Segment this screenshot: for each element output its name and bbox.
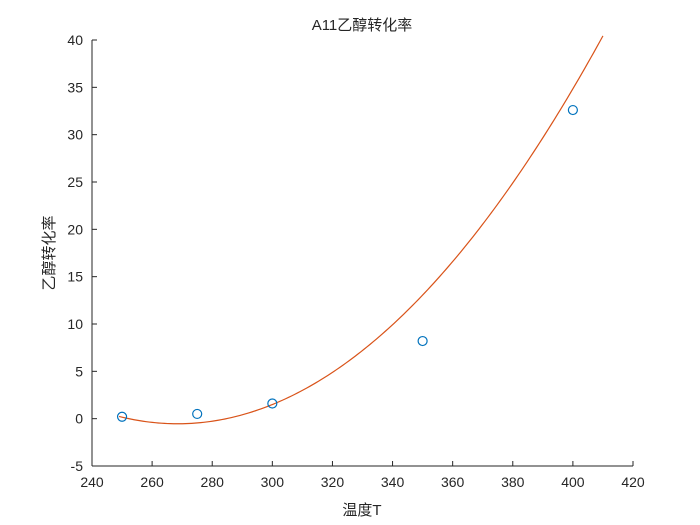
y-tick-label: 5: [75, 363, 83, 379]
x-tick-label: 340: [381, 474, 405, 490]
x-tick-label: 260: [140, 474, 164, 490]
y-tick-label: 15: [67, 269, 83, 285]
x-tick-label: 300: [261, 474, 285, 490]
x-tick-label: 380: [501, 474, 525, 490]
chart-title: A11乙醇转化率: [312, 17, 413, 34]
y-tick-label: -5: [71, 458, 84, 474]
y-tick-label: 0: [75, 411, 83, 427]
y-tick-label: 30: [67, 127, 83, 143]
x-tick-label: 420: [621, 474, 645, 490]
y-tick-label: 25: [67, 174, 83, 190]
x-tick-label: 320: [321, 474, 345, 490]
x-axis-label: 温度T: [342, 502, 381, 519]
x-tick-label: 360: [441, 474, 465, 490]
y-tick-label: 10: [67, 316, 83, 332]
y-axis-label: 乙醇转化率: [41, 215, 58, 290]
plot-axes: 240 260 280 300 320 340 360 380 400 420 -5 0 5 10 15 20…: [67, 32, 644, 490]
x-tick-label: 240: [80, 474, 104, 490]
plot-area: [92, 40, 633, 466]
x-tick-label: 400: [561, 474, 585, 490]
y-tick-label: 35: [67, 79, 83, 95]
y-tick-label: 40: [67, 32, 83, 48]
y-tick-label: 20: [67, 221, 83, 237]
x-tick-label: 280: [201, 474, 225, 490]
